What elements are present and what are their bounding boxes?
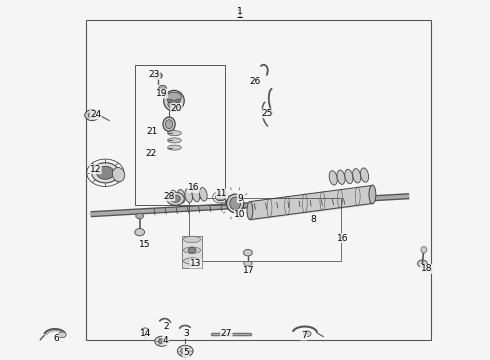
Text: 28: 28 [163,192,175,201]
Text: 10: 10 [234,210,246,219]
Text: 4: 4 [163,336,169,345]
Bar [135,65,225,205]
Circle shape [188,247,196,253]
Text: 6: 6 [53,334,59,343]
Ellipse shape [244,261,252,266]
Circle shape [159,85,167,91]
Text: 15: 15 [139,240,150,248]
Circle shape [136,213,144,219]
Circle shape [158,339,165,344]
Circle shape [155,336,169,346]
Circle shape [168,99,172,103]
Text: 14: 14 [140,329,152,338]
Ellipse shape [177,189,185,203]
Text: 27: 27 [220,329,232,338]
Text: 1: 1 [236,8,244,21]
Circle shape [88,112,96,118]
Text: 16: 16 [188,184,199,193]
Ellipse shape [361,168,368,182]
Bar [182,236,202,268]
Circle shape [141,328,149,334]
Ellipse shape [353,168,361,183]
Circle shape [171,195,180,202]
Ellipse shape [168,138,181,143]
Text: 1: 1 [237,7,243,16]
Text: 11: 11 [216,189,228,198]
Ellipse shape [168,131,181,136]
Circle shape [216,194,225,201]
Circle shape [417,260,427,267]
Ellipse shape [184,236,201,243]
Ellipse shape [369,185,376,204]
Ellipse shape [345,169,353,184]
Circle shape [153,72,162,79]
Circle shape [135,229,145,236]
Ellipse shape [170,190,178,204]
Text: 19: 19 [156,89,168,98]
Ellipse shape [164,90,184,111]
Circle shape [303,331,311,337]
Bar [86,20,431,340]
Circle shape [181,348,190,354]
Ellipse shape [337,170,345,184]
Ellipse shape [329,171,337,185]
Text: 17: 17 [243,266,255,275]
Ellipse shape [168,145,181,150]
Ellipse shape [184,247,201,253]
Ellipse shape [226,194,244,213]
Circle shape [167,192,184,205]
Text: 13: 13 [190,259,202,268]
Text: 2: 2 [164,322,170,331]
Ellipse shape [247,202,253,220]
Ellipse shape [184,258,201,264]
Ellipse shape [185,189,193,202]
Circle shape [85,110,99,121]
Text: 9: 9 [237,194,243,202]
Text: 3: 3 [183,329,189,338]
Circle shape [92,163,119,183]
Text: 21: 21 [146,127,158,136]
Text: 16: 16 [337,234,349,243]
Bar [189,198,341,261]
Ellipse shape [165,120,172,129]
Ellipse shape [192,188,200,202]
Circle shape [177,345,193,357]
Text: 8: 8 [311,215,317,224]
Text: 24: 24 [90,110,101,119]
Ellipse shape [112,167,125,182]
Circle shape [58,332,66,338]
Ellipse shape [168,100,180,108]
Circle shape [244,249,252,256]
Text: 26: 26 [249,77,261,86]
Text: 23: 23 [148,71,160,80]
Ellipse shape [163,117,175,131]
Text: 20: 20 [171,104,182,113]
Text: 18: 18 [420,264,432,274]
Ellipse shape [230,197,241,210]
Ellipse shape [199,188,207,201]
Text: 7: 7 [301,331,307,340]
Text: 25: 25 [261,109,273,118]
Text: 12: 12 [90,165,101,174]
Ellipse shape [421,247,427,253]
Circle shape [97,166,114,179]
Text: 5: 5 [183,348,189,356]
Ellipse shape [167,92,181,102]
Circle shape [175,99,180,103]
Text: 22: 22 [146,149,156,158]
